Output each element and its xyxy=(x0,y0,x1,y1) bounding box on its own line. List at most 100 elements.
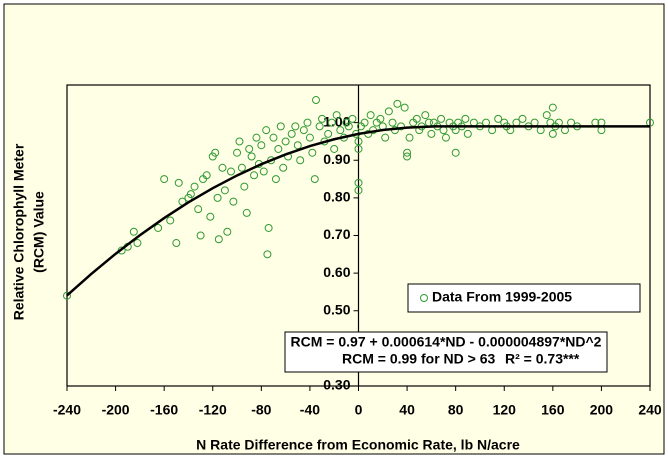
y-tick-label: 1.00 xyxy=(323,113,350,129)
x-tick-label: 0 xyxy=(355,402,363,418)
data-point xyxy=(336,126,345,135)
x-tick-label: -80 xyxy=(251,402,271,418)
data-point xyxy=(235,137,244,146)
data-point xyxy=(264,223,273,232)
data-point xyxy=(315,122,324,131)
data-point xyxy=(274,144,283,153)
data-point xyxy=(348,114,357,123)
data-point xyxy=(303,118,312,127)
data-point xyxy=(494,114,503,123)
data-point xyxy=(403,148,412,157)
data-point xyxy=(296,156,305,165)
data-point xyxy=(281,137,290,146)
data-point xyxy=(354,144,363,153)
data-point xyxy=(437,114,446,123)
data-point xyxy=(311,96,320,105)
data-point xyxy=(257,141,266,150)
data-point xyxy=(463,129,472,138)
data-point xyxy=(174,178,183,187)
annotation-box xyxy=(284,331,608,373)
x-tick-label: -160 xyxy=(150,402,178,418)
data-point xyxy=(327,118,336,127)
data-point xyxy=(271,175,280,184)
data-point xyxy=(279,163,288,172)
data-point xyxy=(223,227,232,236)
data-point xyxy=(259,167,268,176)
y-axis-title: Relative Chlorophyll Meter xyxy=(11,143,27,320)
legend-marker xyxy=(420,294,428,302)
data-point xyxy=(405,133,414,142)
annotation: R² = 0.73*** xyxy=(505,351,580,367)
x-tick-label: 160 xyxy=(541,402,565,418)
data-point xyxy=(344,122,353,131)
data-point xyxy=(196,231,205,240)
data-point xyxy=(194,205,203,214)
data-point xyxy=(360,118,369,127)
data-point xyxy=(354,178,363,187)
data-point xyxy=(308,148,317,157)
x-tick-label: 120 xyxy=(493,402,517,418)
data-point xyxy=(202,171,211,180)
data-point xyxy=(240,182,249,191)
data-point xyxy=(310,175,319,184)
data-point xyxy=(242,208,251,217)
x-axis-title: N Rate Difference from Economic Rate, lb… xyxy=(196,437,520,453)
data-point xyxy=(237,163,246,172)
data-point xyxy=(384,107,393,116)
data-point xyxy=(548,129,557,138)
data-point xyxy=(366,111,375,120)
x-tick-label: 240 xyxy=(638,402,662,418)
data-point xyxy=(293,141,302,150)
data-point xyxy=(133,239,142,248)
chart-background xyxy=(3,3,665,455)
data-point xyxy=(262,126,271,135)
y-tick-label: 0.90 xyxy=(323,151,350,167)
x-tick-label: 200 xyxy=(590,402,614,418)
y-tick-label: 0.80 xyxy=(323,189,350,205)
data-point xyxy=(213,193,222,202)
data-point xyxy=(318,114,327,123)
data-point xyxy=(220,186,229,195)
y-axis-title: (RCM) Value xyxy=(31,191,47,273)
data-point xyxy=(252,133,261,142)
data-point xyxy=(63,291,71,300)
data-point xyxy=(324,129,333,138)
data-point xyxy=(518,114,527,123)
y-tick-label: 0.70 xyxy=(323,226,350,242)
x-tick-label: 80 xyxy=(448,402,464,418)
data-point xyxy=(218,163,227,172)
data-point xyxy=(412,114,421,123)
data-point xyxy=(299,126,308,135)
data-point xyxy=(269,133,278,142)
x-tick-label: -120 xyxy=(199,402,227,418)
legend-label: Data From 1999-2005 xyxy=(432,289,572,305)
data-point xyxy=(229,197,238,206)
annotation: RCM = 0.97 + 0.000614*ND - 0.000004897*N… xyxy=(291,334,602,350)
data-point xyxy=(129,227,138,236)
x-tick-label: -240 xyxy=(53,402,81,418)
data-point xyxy=(421,111,430,120)
data-point xyxy=(381,133,390,142)
data-point xyxy=(160,175,169,184)
data-point xyxy=(214,235,223,244)
data-point xyxy=(190,182,199,191)
data-point xyxy=(393,99,402,108)
data-point xyxy=(403,152,412,161)
data-point xyxy=(542,111,551,120)
x-tick-label: -40 xyxy=(300,402,320,418)
y-tick-label: 0.50 xyxy=(323,301,350,317)
data-point xyxy=(166,216,175,225)
data-point xyxy=(354,137,363,146)
legend-box xyxy=(407,283,641,313)
data-point xyxy=(245,144,254,153)
data-point xyxy=(233,148,242,157)
data-point xyxy=(461,114,470,123)
data-point xyxy=(186,190,195,199)
data-point xyxy=(548,103,557,112)
data-point xyxy=(441,133,450,142)
data-point xyxy=(400,103,409,112)
data-point xyxy=(376,114,385,123)
data-point xyxy=(332,111,341,120)
data-point xyxy=(154,223,163,232)
